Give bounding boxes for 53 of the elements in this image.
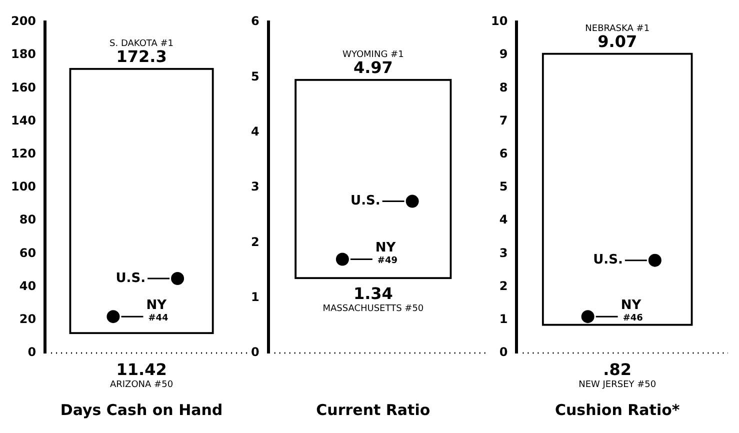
y-tick-label: 60 [19,246,36,260]
y-tick-label: 5 [499,180,508,194]
annotation: #44 [148,314,168,324]
y-tick-label: 1 [499,312,508,326]
y-tick-label: 80 [19,212,36,227]
y-tick-label: 9 [499,47,508,62]
annotation: S. DAKOTA #1 [110,38,174,49]
annotation: #46 [622,314,643,324]
y-tick-label: 0 [250,345,260,360]
annotation: 11.42 [116,360,167,379]
annotation: NEBRASKA #1 [585,24,650,34]
y-tick-label: 4 [250,124,260,138]
text: NEW JERSEY #50 [578,380,656,390]
y-tick-label: 200 [10,14,36,28]
y-tick-label: 20 [19,312,36,326]
annotation: #49 [377,256,398,266]
y-tick-label: 0 [499,345,508,360]
legend-label: U.S. [593,252,623,268]
y-tick-label: 180 [10,47,36,62]
y-tick-label: 3 [250,180,260,194]
y-tick-label: 0 [28,345,36,360]
annotation: .82 [603,360,632,379]
y-tick-label: 120 [10,146,36,161]
text: ARIZONA #50 [110,380,174,390]
annotation: 172.3 [116,46,167,66]
y-tick-label: 40 [19,278,36,293]
legend-label: U.S. [116,270,146,286]
y-tick-label: 8 [499,80,508,94]
y-tick-label: 1 [250,290,260,304]
y-tick-label: 2 [250,234,260,249]
annotation: 9.07 [598,32,638,51]
y-tick-label: 160 [10,80,36,94]
y-tick-label: 100 [10,180,36,194]
legend-label: U.S. [350,194,380,209]
y-tick-label: 7 [499,113,508,128]
x-axis-title: Current Ratio [316,401,430,419]
annotation: 4.97 [353,58,393,77]
y-tick-label: 4 [499,212,508,227]
x-axis-title: Days Cash on Hand [60,401,223,419]
y-tick-label: 6 [499,146,508,161]
y-tick-label: 5 [250,69,260,84]
text: NY [620,298,642,313]
y-tick-label: 10 [490,14,508,28]
y-tick-label: 140 [10,113,36,128]
annotation: WYOMING #1 [342,50,404,60]
x-axis-title: Cushion Ratio* [554,401,680,419]
text: NY [146,298,168,313]
annotation: 1.34 [353,284,393,304]
annotation: MASSACHUSETTS #50 [322,304,424,314]
text: NY [375,240,396,256]
y-tick-label: 6 [250,14,260,28]
y-tick-label: 2 [499,278,508,293]
y-tick-label: 3 [499,246,508,260]
